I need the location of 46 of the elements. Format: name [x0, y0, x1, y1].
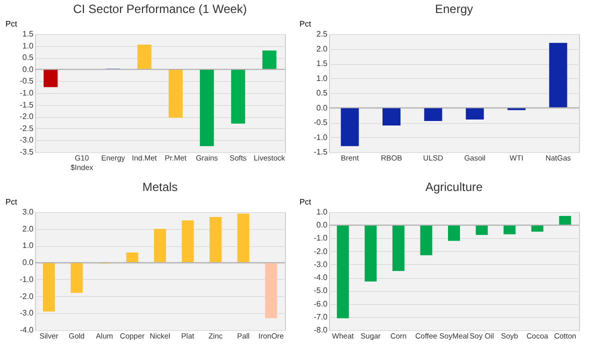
- y-tick-label: -2.5: [20, 124, 34, 133]
- chart-title: Agriculture: [425, 180, 484, 194]
- y-tick-label: 0.0: [316, 220, 328, 230]
- y-tick-label: -1.5: [20, 100, 34, 110]
- y-tick-label: -1.0: [314, 234, 328, 243]
- y-tick-label: -1.0: [314, 132, 328, 142]
- y-tick-label: -3.0: [314, 260, 328, 269]
- y-tick-label: 0.0: [22, 258, 34, 268]
- y-tick-label: 0.5: [22, 53, 34, 62]
- y-axis-title: Pct: [300, 198, 312, 206]
- y-tick-label: -3.5: [20, 148, 34, 156]
- y-axis-title: Pct: [6, 198, 18, 206]
- y-tick-label: 1.0: [316, 74, 328, 83]
- y-axis-title: Pct: [6, 20, 18, 28]
- y-tick-label: 1.0: [316, 208, 328, 216]
- y-tick-label: 2.5: [316, 30, 328, 38]
- y-tick-label: -1.0: [20, 274, 34, 284]
- y-tick-label: -3.0: [20, 308, 34, 318]
- y-tick-label: 1.5: [316, 59, 328, 68]
- y-tick-label: -2.0: [20, 112, 34, 122]
- y-tick-label: -6.0: [314, 299, 328, 308]
- chart-title: Energy: [434, 2, 474, 16]
- y-tick-label: -1.5: [314, 148, 328, 156]
- y-tick-label: 0.0: [316, 103, 328, 112]
- y-tick-label: 2.0: [22, 224, 34, 234]
- y-tick-label: 0.0: [22, 64, 34, 74]
- chart-title: CI Sector Performance (1 Week): [73, 2, 247, 16]
- y-tick-label: -3.0: [20, 136, 34, 145]
- y-tick-label: 1.5: [22, 30, 34, 38]
- y-tick-label: -8.0: [314, 326, 328, 334]
- y-tick-label: -1.0: [20, 88, 34, 98]
- y-tick-label: 1.0: [22, 41, 34, 50]
- y-tick-label: -5.0: [314, 286, 328, 296]
- y-tick-label: -4.0: [20, 326, 34, 334]
- y-axis-title: Pct: [300, 20, 312, 28]
- y-tick-label: -0.5: [20, 76, 34, 86]
- y-tick-label: 2.0: [316, 44, 328, 54]
- y-tick-label: 3.0: [22, 208, 34, 216]
- y-tick-label: -4.0: [314, 273, 328, 282]
- y-tick-label: -2.0: [20, 292, 34, 301]
- y-tick-label: 1.0: [22, 241, 34, 250]
- y-tick-label: 0.5: [316, 88, 328, 98]
- chart-title: Metals: [142, 180, 178, 194]
- y-tick-label: -0.5: [314, 118, 328, 127]
- y-tick-label: -7.0: [314, 312, 328, 322]
- y-tick-label: -2.0: [314, 246, 328, 256]
